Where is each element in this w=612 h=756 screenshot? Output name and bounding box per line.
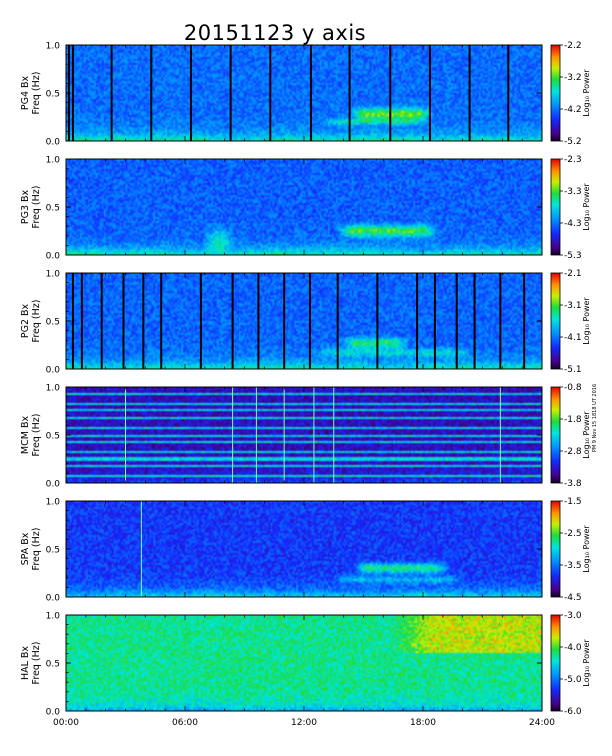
colorbar-tick-label: -2.5 xyxy=(564,529,582,539)
colorbar-tick-label: -4.3 xyxy=(564,219,582,229)
y-tick-label: 1.0 xyxy=(46,384,61,394)
colorbar-tick-label: -1.5 xyxy=(564,497,582,507)
colorbar xyxy=(550,158,561,256)
spectrogram-image xyxy=(66,159,542,255)
colorbar-label: Log₁₀ Power xyxy=(582,297,591,345)
y-tick-label: 0.0 xyxy=(46,594,61,604)
spectrogram-image xyxy=(66,501,542,597)
colorbar-tick-label: -6.0 xyxy=(564,707,582,717)
x-tick-label: 18:00 xyxy=(410,718,436,728)
y-tick-label: 1.0 xyxy=(46,498,61,508)
colorbar-tick-label: -5.3 xyxy=(564,251,582,261)
colorbar-tick-label: -3.8 xyxy=(564,479,582,489)
y-axis-label: Freq (Hz) xyxy=(31,414,42,457)
colorbar-tick-label: -3.2 xyxy=(564,73,582,83)
y-tick-label: 1.0 xyxy=(46,156,61,166)
colorbar-tick-label: -3.0 xyxy=(564,611,582,621)
y-axis-label: Freq (Hz) xyxy=(31,642,42,685)
side-stamp: PM 9 Nov 15 1818 UT 2016 xyxy=(592,384,598,452)
colorbar-tick-label: -4.1 xyxy=(564,333,582,343)
colorbar xyxy=(550,500,561,598)
panel-pg3: 0.0 0.5 1.0 PG3 Bx Freq (Hz) -2.3 -3.3 -4.3 -5.3… xyxy=(20,155,591,261)
y-axis-label: Freq (Hz) xyxy=(31,528,42,571)
colorbar-label: Log₁₀ Power xyxy=(582,639,591,687)
panel-mcm: 0.0 0.5 1.0 MCM Bx Freq (Hz) -0.8 -1.8 -2.8 -3.8… xyxy=(20,383,591,489)
y-tick-label: 1.0 xyxy=(46,612,61,622)
y-axis-label: Freq (Hz) xyxy=(31,300,42,343)
colorbar-label: Log₁₀ Power xyxy=(582,411,591,459)
colorbar xyxy=(550,44,561,142)
x-tick-label: 24:00 xyxy=(529,718,555,728)
colorbar-tick-label: -4.0 xyxy=(564,643,582,653)
panel-spa: 0.0 0.5 1.0 SPA Bx Freq (Hz) -1.5 -2.5 -3.5 -4.5… xyxy=(20,497,591,603)
y-tick-label: 0.5 xyxy=(46,546,60,556)
colorbar-tick-label: -3.5 xyxy=(564,561,582,571)
station-label: SPA Bx xyxy=(20,532,31,565)
y-tick-label: 0.5 xyxy=(46,432,60,442)
colorbar-tick-label: -2.2 xyxy=(564,41,582,51)
colorbar-label: Log₁₀ Power xyxy=(582,525,591,573)
y-axis-label: Freq (Hz) xyxy=(31,72,42,115)
spectrogram-image xyxy=(66,615,542,711)
y-tick-label: 0.5 xyxy=(46,90,60,100)
y-tick-label: 0.0 xyxy=(46,138,61,148)
colorbar-label: Log₁₀ Power xyxy=(582,69,591,117)
colorbar xyxy=(550,272,561,370)
colorbar-tick-label: -5.2 xyxy=(564,137,582,147)
y-tick-label: 1.0 xyxy=(46,270,61,280)
spectrogram-image xyxy=(66,45,542,141)
y-tick-label: 0.5 xyxy=(46,318,60,328)
colorbar-tick-label: -4.2 xyxy=(564,105,582,115)
colorbar-tick-label: -4.5 xyxy=(564,593,582,603)
colorbar-tick-label: -5.1 xyxy=(564,365,582,375)
chart-title: 20151123 y axis xyxy=(184,21,366,45)
colorbar xyxy=(550,386,561,484)
y-tick-label: 0.0 xyxy=(46,366,61,376)
panel-pg2: 0.0 0.5 1.0 PG2 Bx Freq (Hz) -2.1 -3.1 -4.1 -5.1… xyxy=(20,269,591,375)
colorbar xyxy=(550,614,561,712)
colorbar-tick-label: -1.8 xyxy=(564,415,582,425)
spectrogram-image xyxy=(66,273,542,369)
colorbar-tick-label: -3.3 xyxy=(564,187,582,197)
colorbar-tick-label: -2.3 xyxy=(564,155,582,165)
y-tick-label: 0.0 xyxy=(46,480,61,490)
panel-pg4: 0.0 0.5 1.0 PG4 Bx Freq (Hz) -2.2 -3.2 -4.2 -5.2… xyxy=(20,41,591,147)
x-tick-label: 00:00 xyxy=(53,718,79,728)
station-label: PG2 Bx xyxy=(20,303,31,338)
y-axis-label: Freq (Hz) xyxy=(31,186,42,229)
x-tick-label: 12:00 xyxy=(291,718,317,728)
y-tick-label: 1.0 xyxy=(46,42,61,52)
y-tick-label: 0.0 xyxy=(46,708,61,718)
colorbar-tick-label: -2.1 xyxy=(564,269,582,279)
panel-hal: 0.0 0.5 1.0 HAL Bx Freq (Hz) -3.0 -4.0 -5.0 -6.0… xyxy=(20,611,591,717)
y-tick-label: 0.5 xyxy=(46,204,60,214)
colorbar-tick-label: -5.0 xyxy=(564,675,582,685)
y-tick-label: 0.5 xyxy=(46,660,60,670)
y-tick-label: 0.0 xyxy=(46,252,61,262)
station-label: PG3 Bx xyxy=(20,189,31,224)
station-label: PG4 Bx xyxy=(20,75,31,110)
x-tick-label: 06:00 xyxy=(172,718,198,728)
station-label: HAL Bx xyxy=(20,646,31,680)
colorbar-tick-label: -2.8 xyxy=(564,447,582,457)
spectrogram-image xyxy=(66,387,542,483)
colorbar-label: Log₁₀ Power xyxy=(582,183,591,231)
colorbar-tick-label: -3.1 xyxy=(564,301,582,311)
station-label: MCM Bx xyxy=(20,416,31,455)
colorbar-tick-label: -0.8 xyxy=(564,383,582,393)
